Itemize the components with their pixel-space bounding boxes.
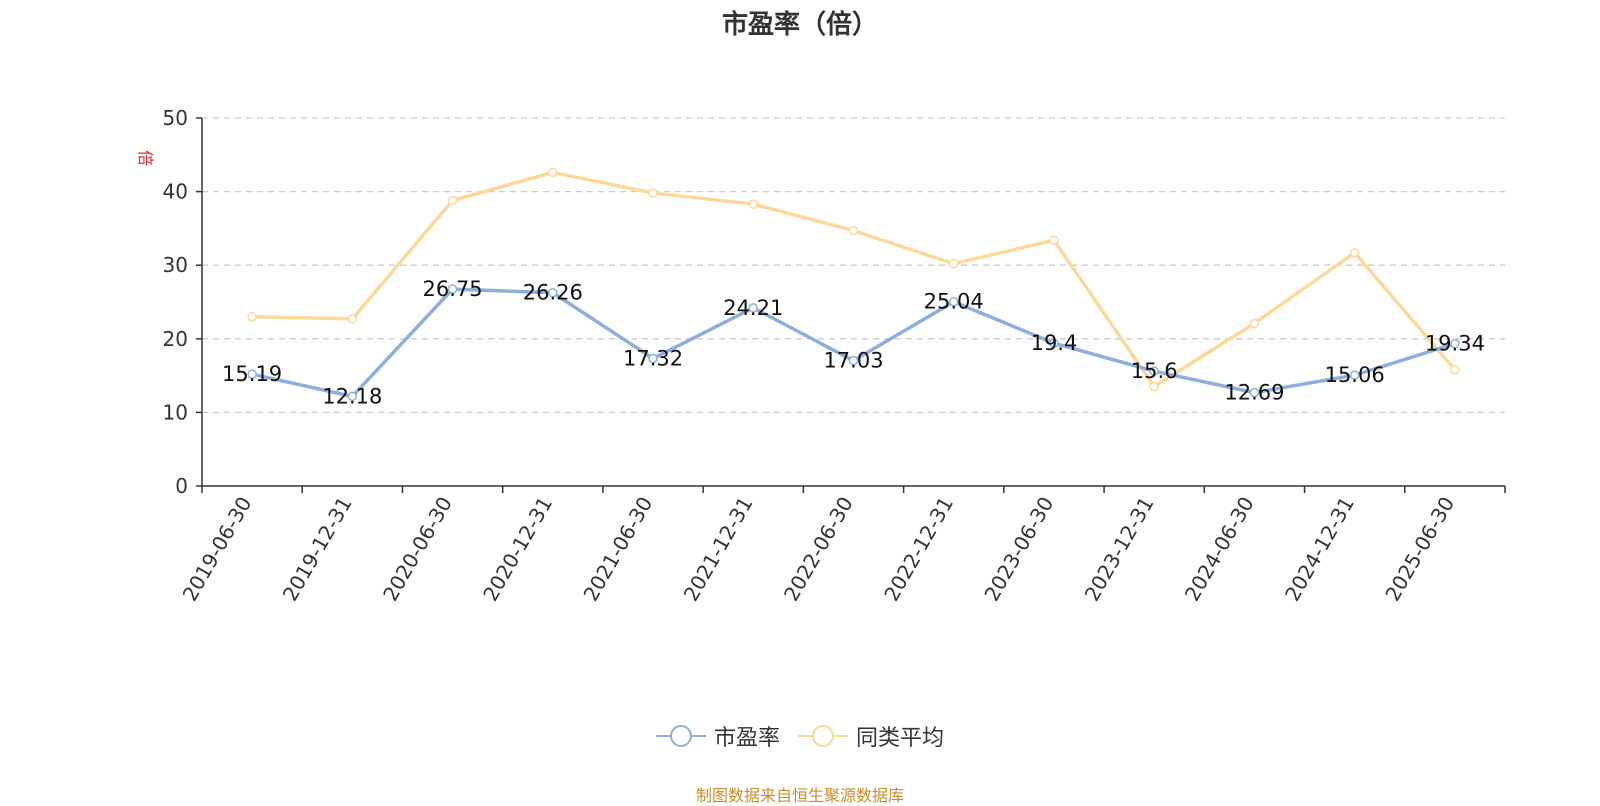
data-point — [848, 355, 859, 366]
data-labels: 15.19 12.18 26.75 26.26 17.32 24.21 17.03 25.04… — [222, 277, 1485, 408]
legend-label-pe: 市盈率 — [713, 726, 780, 751]
legend-line-circle-icon — [798, 725, 848, 747]
data-point — [748, 199, 759, 209]
legend-line-circle-icon — [655, 725, 706, 747]
x-tick-label: 2023-12-31 — [1080, 493, 1159, 606]
x-tick-label: 2024-12-31 — [1280, 493, 1359, 606]
data-point — [648, 188, 658, 198]
series-lines — [247, 167, 1460, 402]
data-point — [1149, 381, 1159, 392]
y-tick-label: 10 — [163, 400, 188, 424]
y-tick-label: 20 — [163, 327, 188, 351]
data-point — [1249, 318, 1260, 329]
data-label: 12.69 — [1224, 381, 1284, 405]
data-point — [748, 303, 759, 313]
x-tick-label: 2025-06-30 — [1380, 493, 1459, 606]
data-point — [1450, 364, 1460, 375]
x-tick-label: 2023-06-30 — [979, 493, 1058, 606]
x-tick-label: 2019-12-31 — [278, 493, 357, 606]
data-label: 26.26 — [523, 281, 583, 305]
data-point — [848, 225, 859, 236]
x-tick-label: 2020-06-30 — [378, 492, 457, 605]
data-point — [1349, 247, 1360, 258]
data-label: 12.18 — [322, 384, 382, 408]
data-point — [247, 369, 257, 379]
data-label: 17.03 — [823, 349, 883, 373]
data-label: 25.04 — [924, 290, 984, 314]
data-point — [1450, 338, 1460, 349]
x-tick-label: 2021-12-31 — [679, 493, 758, 606]
data-point — [1049, 338, 1059, 348]
y-tick-label: 0 — [175, 474, 188, 498]
y-tick-label: 50 — [163, 106, 188, 130]
legend-label-peer-average: 同类平均 — [856, 726, 945, 751]
x-tick-label: 2022-06-30 — [779, 493, 858, 606]
data-label: 26.75 — [423, 277, 483, 301]
data-point — [447, 195, 458, 206]
data-point — [548, 167, 558, 178]
data-label: 15.19 — [222, 362, 282, 386]
axes: 0 10 20 30 40 50 倍 2019-06-30 2019-12-31 2020-06-… — [136, 106, 1506, 606]
data-point — [948, 296, 959, 307]
grid-lines — [202, 117, 1505, 414]
y-tick-label: 40 — [163, 180, 188, 204]
x-tick-label: 2020-12-31 — [478, 493, 557, 606]
data-source-note: 制图数据来自恒生聚源数据库 — [695, 786, 904, 805]
y-axis-label: 倍 — [136, 150, 155, 166]
legend-item-pe[interactable]: 市盈率 — [655, 720, 780, 752]
data-label: 19.34 — [1425, 332, 1485, 356]
data-label: 24.21 — [723, 296, 783, 320]
chart-title: 市盈率（倍） — [721, 10, 878, 40]
data-label: 19.4 — [1031, 331, 1078, 355]
data-point — [948, 258, 959, 269]
data-point — [548, 287, 558, 298]
data-point — [347, 391, 358, 402]
x-tick-label: 2021-06-30 — [578, 493, 657, 606]
data-point — [347, 314, 358, 324]
data-point — [247, 311, 257, 322]
data-label: 15.6 — [1131, 359, 1178, 383]
data-point — [447, 284, 458, 294]
legend: 市盈率 同类平均 — [0, 720, 1600, 752]
x-tick-label: 2024-06-30 — [1180, 493, 1259, 606]
data-label: 17.32 — [623, 347, 683, 371]
data-point — [648, 353, 658, 364]
data-label: 15.06 — [1325, 363, 1385, 387]
data-point — [1349, 370, 1360, 380]
data-point — [1049, 235, 1059, 245]
x-tick-label: 2019-06-30 — [178, 493, 257, 606]
data-point — [1249, 387, 1260, 398]
data-point — [1149, 366, 1159, 376]
x-tick-label: 2022-12-31 — [879, 492, 958, 605]
y-tick-label: 30 — [163, 253, 188, 277]
legend-item-peer-average[interactable]: 同类平均 — [798, 720, 944, 752]
